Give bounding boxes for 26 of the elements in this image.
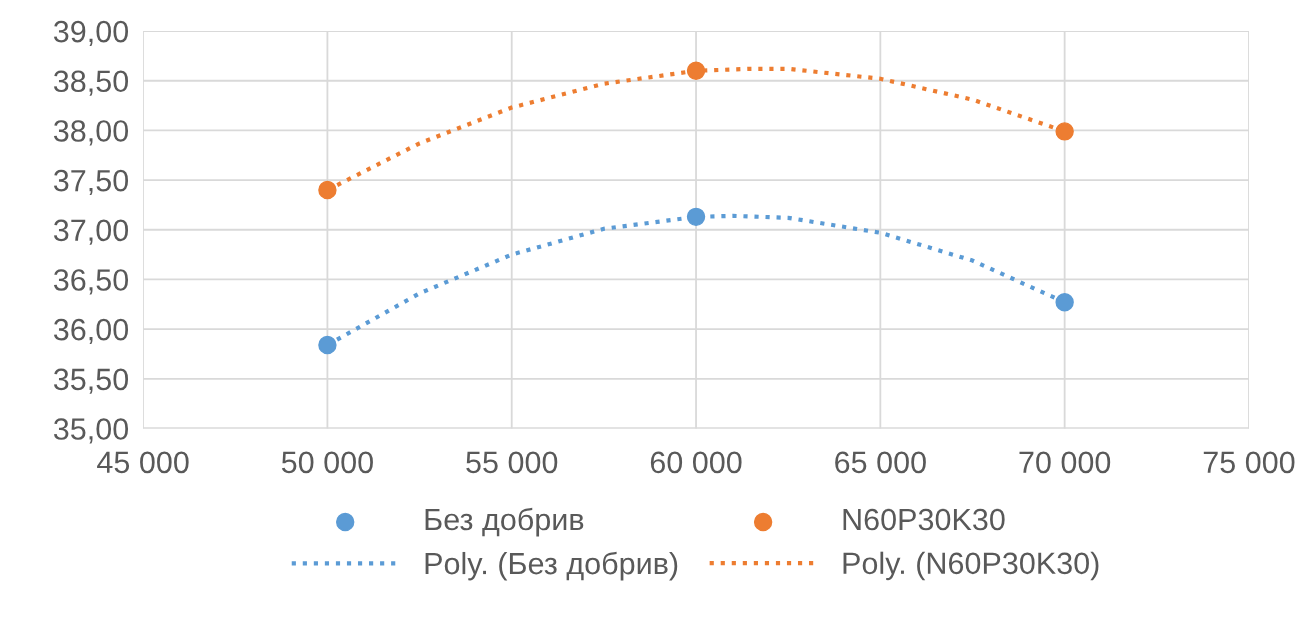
x-tick-label: 75 000 xyxy=(1203,451,1295,474)
y-tick-label: 39,00 xyxy=(53,20,129,47)
point xyxy=(1055,122,1074,141)
y-tick-label: 35,50 xyxy=(53,368,129,394)
legend-label: Без добрив xyxy=(425,507,584,537)
x-tick-label: 65 000 xyxy=(835,451,926,474)
y-tick-label: 37,00 xyxy=(53,219,129,245)
x-tick-label: 70 000 xyxy=(1019,451,1111,474)
x-tick-label: 45 000 xyxy=(97,451,189,474)
legend-label: Poly. (Без добрив) xyxy=(425,551,678,581)
x-tick-label: 55 000 xyxy=(466,451,558,474)
legend-label: N60P30K30 xyxy=(843,508,1005,531)
legend-label: Poly. (N60P30K30) xyxy=(843,551,1099,581)
y-tick-label: 36,50 xyxy=(53,269,129,295)
point xyxy=(686,61,706,80)
y-tick-label: 38,00 xyxy=(53,120,129,146)
x-tick-label: 60 000 xyxy=(650,451,742,474)
x-tick-label: 50 000 xyxy=(281,451,373,474)
y-tick-label: 37,50 xyxy=(53,169,129,196)
y-tick-label: 38,50 xyxy=(53,70,129,96)
y-tick-label: 36,00 xyxy=(53,318,129,345)
point xyxy=(318,335,337,355)
point xyxy=(686,207,706,227)
point xyxy=(1055,293,1074,312)
point xyxy=(318,180,337,200)
y-tick-label: 35,00 xyxy=(53,418,129,444)
